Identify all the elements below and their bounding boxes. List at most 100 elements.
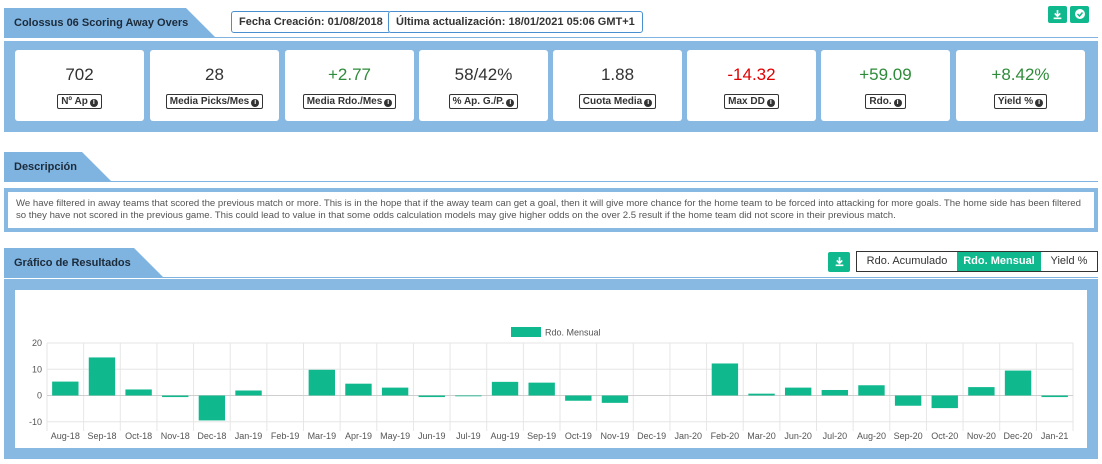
tab-yield[interactable]: Yield % [1041,252,1097,271]
download-button[interactable] [1048,6,1067,23]
y-tick-label: -10 [29,417,42,427]
x-tick-label: Sep-19 [527,431,556,441]
x-tick-label: Feb-20 [711,431,740,441]
description-title: Descripción [14,161,77,173]
y-tick-label: 20 [32,338,42,348]
stat-label[interactable]: Nº Ap i [57,94,102,109]
bar [821,389,849,396]
bar [565,395,592,401]
bar [931,395,958,409]
bar [1004,370,1032,396]
updated-date-pill: Última actualización: 18/01/2021 05:06 G… [388,11,643,33]
info-icon: i [251,99,260,107]
check-icon [1074,9,1085,19]
x-tick-label: Oct-20 [931,431,958,441]
x-tick-label: Sep-18 [87,431,116,441]
tab-rdo-mensual[interactable]: Rdo. Mensual [957,252,1041,271]
bar [968,387,995,396]
x-tick-label: Aug-20 [857,431,886,441]
stat-value: 28 [205,65,224,84]
stat-label[interactable]: Media Picks/Mes i [165,94,264,109]
stat-card-max-dd: -14.32 Max DD i [687,50,816,121]
bar [601,395,629,403]
x-tick-label: Sep-20 [894,431,923,441]
bar [125,389,152,396]
bar [1041,395,1068,398]
description-text: We have filtered in away teams that scor… [8,192,1094,228]
bar [711,363,739,396]
results-title: Gráfico de Resultados [14,257,131,269]
stat-label[interactable]: Rdo. i [865,94,906,109]
stat-value: +59.09 [859,65,912,84]
strategy-title-header: Colossus 06 Scoring Away Overs [4,8,216,38]
x-tick-label: Jan-21 [1041,431,1069,441]
chart-panel: 20 10 0 -10 Aug-18 Sep-18 Oct-18 Nov-18 Dec-18 Ja… [4,279,1098,459]
stat-value: 702 [65,65,94,84]
x-tick-label: Oct-18 [125,431,152,441]
bar [858,385,885,396]
bar [198,395,226,421]
info-icon: i [384,99,393,107]
stat-label[interactable]: Yield % i [993,94,1048,109]
bar [418,395,445,398]
stat-value: +2.77 [327,65,371,84]
x-tick-label: Apr-19 [345,431,372,441]
download-icon [1053,10,1062,20]
x-tick-label: Mar-20 [747,431,776,441]
stat-label[interactable]: Cuota Media i [578,94,657,109]
description-panel: We have filtered in away teams that scor… [4,188,1098,232]
legend-label: Rdo. Mensual [545,328,601,338]
stat-value: 58/42% [454,65,513,84]
bar [894,395,922,406]
info-icon: i [1035,99,1044,107]
x-tick-label: Jul-19 [456,431,481,441]
bar [345,383,372,396]
x-tick-label: Nov-19 [600,431,629,441]
x-tick-label: Aug-19 [491,431,520,441]
x-tick-label: Jan-20 [674,431,702,441]
bar [308,369,336,396]
stat-card-yield: +8.42% Yield % i [956,50,1085,121]
x-tick-label: Feb-19 [271,431,300,441]
bar [455,395,482,397]
stat-value: 1.88 [600,65,635,84]
chart-tabs: Rdo. Acumulado Rdo. Mensual Yield % [856,251,1098,272]
info-icon: i [89,99,98,107]
bar [491,381,519,396]
stat-card-rdo: +59.09 Rdo. i [821,50,950,121]
x-tick-label: Dec-20 [1004,431,1033,441]
follow-button[interactable] [1070,6,1089,23]
x-tick-label: Aug-18 [51,431,80,441]
tab-rdo-acumulado[interactable]: Rdo. Acumulado [857,252,957,271]
description-divider [4,181,1098,182]
header-divider [4,37,1098,38]
info-icon: i [644,99,653,107]
stat-card-cuota-media: 1.88 Cuota Media i [553,50,682,121]
monthly-results-chart: 20 10 0 -10 Aug-18 Sep-18 Oct-18 Nov-18 Dec-18 Ja… [29,327,1074,441]
info-icon: i [766,99,775,107]
chart-container: 20 10 0 -10 Aug-18 Sep-18 Oct-18 Nov-18 Dec-18 Ja… [15,290,1087,448]
stat-label[interactable]: Max DD i [724,94,779,109]
x-tick-label: Nov-20 [967,431,996,441]
bar [162,395,189,398]
stat-label[interactable]: Media Rdo./Mes i [302,94,397,109]
chart-download-button[interactable] [828,252,850,272]
bar [784,387,812,396]
bar [88,357,116,396]
y-tick-label: 0 [37,391,42,401]
x-tick-label: Jun-19 [418,431,446,441]
strategy-title: Colossus 06 Scoring Away Overs [14,17,189,29]
bar [381,387,409,396]
info-icon: i [506,99,515,107]
x-tick-label: Mar-19 [308,431,337,441]
stat-label[interactable]: % Ap. G./P. i [448,94,519,109]
stat-value: -14.32 [727,65,776,84]
stat-card-apuestas: 702 Nº Ap i [15,50,144,121]
description-header: Descripción [4,152,112,182]
download-icon [835,257,843,267]
results-header: Gráfico de Resultados [4,248,164,278]
created-date-pill: Fecha Creación: 01/08/2018 [231,11,391,33]
bar [748,393,775,396]
stat-card-acierto: 58/42% % Ap. G./P. i [419,50,548,121]
bar [235,390,262,396]
